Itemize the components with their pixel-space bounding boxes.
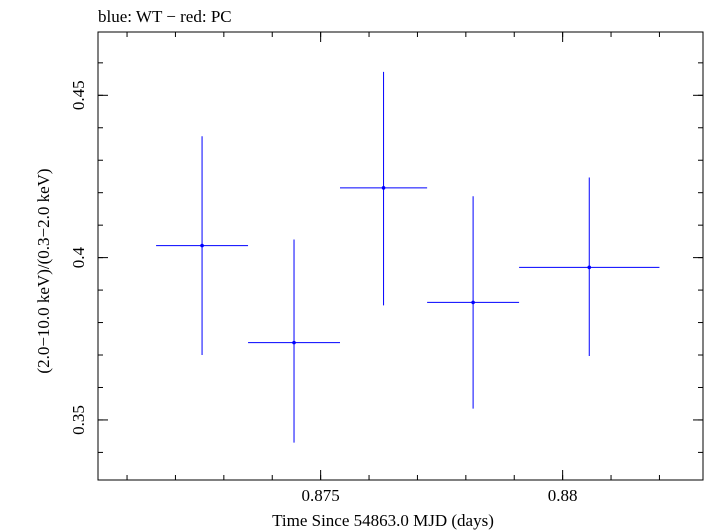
x-axis-label: Time Since 54863.0 MJD (days) — [272, 511, 494, 530]
data-points — [156, 71, 660, 443]
y-axis-label: (2.0−10.0 keV)/(0.3−2.0 keV) — [34, 168, 53, 373]
x-tick-label: 0.88 — [548, 486, 578, 505]
data-marker — [471, 300, 475, 305]
y-tick-label: 0.45 — [69, 80, 88, 110]
axis-ticks — [98, 32, 703, 480]
data-marker — [381, 186, 386, 190]
data-marker — [587, 265, 592, 270]
data-point — [156, 136, 249, 356]
x-tick-label: 0.875 — [302, 486, 340, 505]
data-point — [519, 177, 660, 356]
data-point — [248, 239, 340, 443]
y-tick-label: 0.35 — [69, 405, 88, 435]
data-marker — [200, 243, 204, 248]
y-tick-label: 0.4 — [69, 246, 88, 268]
chart-title: blue: WT − red: PC — [98, 7, 232, 26]
plot-frame — [97, 31, 704, 481]
data-marker — [292, 340, 296, 345]
data-point — [340, 71, 428, 306]
data-point — [427, 196, 520, 409]
axis-tick-labels: 0.875 0.88 0.35 0.4 0.45 — [69, 80, 578, 505]
